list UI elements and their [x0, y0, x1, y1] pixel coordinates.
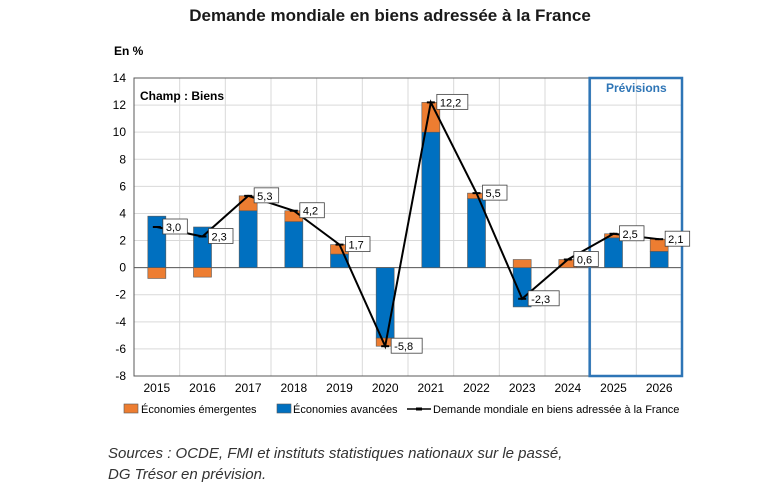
- x-tick-label: 2023: [509, 381, 536, 395]
- chart-title: Demande mondiale en biens adressée à la …: [189, 6, 591, 25]
- data-label: -5,8: [390, 337, 423, 354]
- data-label: 4,2: [299, 202, 325, 219]
- data-label: 5,5: [482, 184, 508, 201]
- data-label-box: [527, 290, 560, 307]
- data-label-box: [162, 218, 188, 235]
- legend-label-demande: Demande mondiale en biens adressée à la …: [433, 404, 679, 416]
- data-label: 1,7: [345, 236, 371, 253]
- data-label-box: [482, 184, 508, 201]
- x-tick-label: 2021: [417, 381, 444, 395]
- x-tick-label: 2022: [463, 381, 490, 395]
- data-label-text: 3,0: [166, 222, 181, 234]
- forecast-label: Prévisions: [606, 81, 667, 95]
- legend-swatch-avancees: [276, 403, 292, 414]
- bar-economies-avancees: [421, 131, 441, 268]
- data-label: 12,2: [436, 93, 469, 110]
- bar-economies-emergentes: [147, 267, 167, 279]
- y-tick-label: -4: [115, 315, 126, 329]
- data-label-box: [253, 187, 280, 204]
- data-label-box: [299, 202, 325, 219]
- source-note: Sources : OCDE, FMI et instituts statist…: [108, 443, 668, 485]
- annotation-champ: Champ : Biens: [140, 89, 224, 103]
- data-label-box: [436, 93, 469, 110]
- data-label-text: 2,5: [623, 229, 638, 241]
- data-label-box: [664, 230, 691, 247]
- bar-economies-avancees: [649, 251, 669, 268]
- data-label: -2,3: [527, 290, 560, 307]
- data-label-box: [619, 225, 645, 242]
- y-tick-label: -2: [115, 288, 126, 302]
- y-tick-label: 14: [113, 71, 127, 85]
- data-label: 2,5: [619, 225, 645, 242]
- data-label: 2,3: [208, 228, 234, 244]
- x-tick-label: 2020: [372, 381, 399, 395]
- source-line-1: Sources : OCDE, FMI et instituts statist…: [108, 445, 563, 462]
- y-tick-label: 8: [119, 152, 126, 166]
- y-tick-label: -8: [115, 369, 126, 383]
- data-label-text: -5,8: [394, 341, 413, 353]
- x-tick-label: 2026: [646, 381, 673, 395]
- x-tick-label: 2025: [600, 381, 627, 395]
- y-tick-label: -6: [115, 342, 126, 356]
- x-tick-label: 2016: [189, 381, 216, 395]
- data-label-box: [390, 337, 423, 354]
- data-label-text: 4,2: [303, 206, 318, 218]
- data-label-text: 12,2: [440, 97, 461, 109]
- bar-economies-avancees: [375, 267, 395, 339]
- x-tick-label: 2024: [554, 381, 581, 395]
- y-tick-label: 10: [113, 125, 127, 139]
- data-label: 2,1: [664, 230, 691, 247]
- unit-label: En %: [114, 44, 144, 58]
- bar-economies-emergentes: [512, 259, 532, 268]
- bar-economies-avancees: [238, 210, 258, 268]
- data-label-text: -2,3: [531, 294, 550, 306]
- y-tick-label: 6: [119, 179, 126, 193]
- data-label-text: 5,3: [257, 191, 272, 203]
- bar-economies-avancees: [284, 221, 304, 268]
- data-label-text: 2,3: [212, 231, 227, 243]
- forecast-box: [588, 76, 684, 378]
- data-label-text: 1,7: [349, 240, 364, 252]
- legend-label-emergentes: Économies émergentes: [141, 403, 257, 416]
- data-label-text: 0,6: [577, 255, 592, 267]
- y-tick-label: 4: [119, 206, 126, 220]
- data-label-text: 5,5: [486, 188, 501, 200]
- data-label: 3,0: [162, 218, 188, 235]
- data-label-box: [345, 236, 371, 253]
- data-label: 5,3: [253, 187, 280, 204]
- x-tick-label: 2015: [143, 381, 170, 395]
- x-tick-label: 2019: [326, 381, 353, 395]
- y-tick-label: 12: [113, 98, 127, 112]
- data-label-box: [208, 228, 234, 244]
- legend-label-avancees: Économies avancées: [293, 403, 398, 416]
- data-label: 0,6: [573, 251, 599, 267]
- data-label-text: 2,1: [668, 234, 683, 246]
- legend-swatch-emergentes: [123, 403, 139, 414]
- y-tick-label: 2: [119, 234, 126, 248]
- x-tick-label: 2017: [235, 381, 262, 395]
- bar-economies-avancees: [604, 237, 623, 268]
- data-label-box: [573, 251, 599, 267]
- source-line-2: DG Trésor en prévision.: [108, 466, 267, 483]
- x-tick-label: 2018: [280, 381, 307, 395]
- y-tick-label: 0: [119, 261, 126, 275]
- bar-economies-emergentes: [193, 267, 212, 278]
